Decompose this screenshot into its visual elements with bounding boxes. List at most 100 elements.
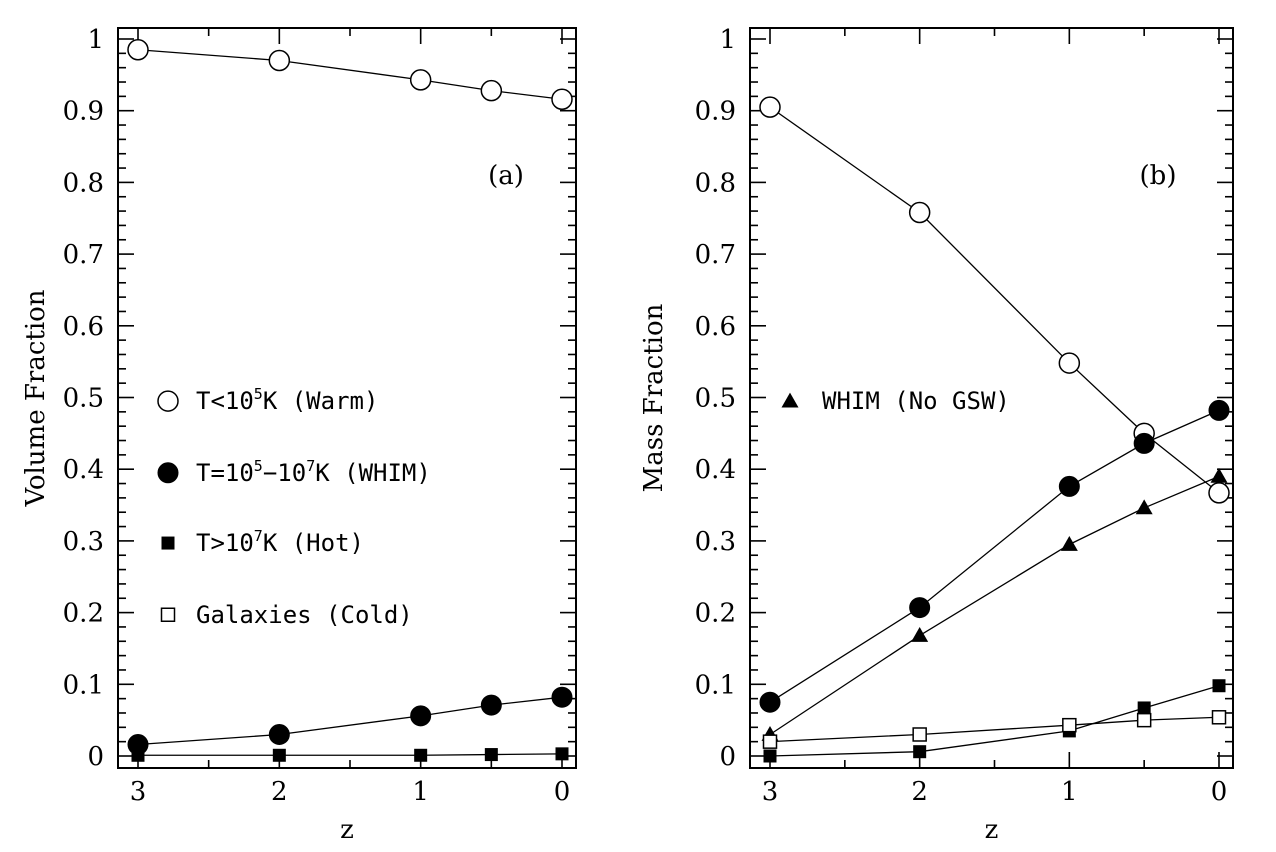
data-point-filled-circle: [1058, 475, 1080, 497]
data-point-open-square: [912, 727, 927, 742]
data-point-filled-square: [272, 748, 286, 762]
x-axis-label: z: [985, 815, 999, 845]
legend-entry: T>107K (Hot): [161, 527, 364, 557]
data-point-filled-circle: [551, 686, 573, 708]
legend-label: T=105−107K (WHIM): [196, 457, 431, 487]
data-point-filled-triangle: [1135, 499, 1153, 515]
y-tick-label: 0.7: [695, 240, 736, 270]
data-point-filled-circle: [410, 705, 432, 727]
data-point-filled-square: [763, 749, 777, 763]
x-tick-label: 3: [130, 777, 147, 807]
data-point-open-circle: [268, 49, 291, 72]
data-point-open-circle: [1208, 482, 1230, 504]
y-tick-label: 0.6: [695, 312, 736, 342]
y-tick-label: 0.1: [63, 670, 104, 700]
legend-marker-filled-triangle: [781, 392, 799, 408]
y-tick-label: 0: [719, 742, 736, 772]
legend-entry: Galaxies (Cold): [160, 601, 413, 629]
legend-marker-open-square: [160, 607, 176, 623]
legend-label-part: WHIM (No GSW): [822, 387, 1010, 415]
y-tick-label: 0.2: [63, 599, 104, 629]
y-tick-label: 0: [87, 742, 104, 772]
legend-label-part: K (Warm): [263, 387, 379, 415]
data-point-filled-circle: [759, 691, 781, 713]
x-tick-label: 1: [412, 777, 429, 807]
series-line: [769, 716, 1220, 743]
data-point-filled-triangle: [1060, 535, 1078, 551]
legend-label-part: Galaxies (Cold): [196, 601, 413, 629]
x-tick-label: 2: [271, 777, 288, 807]
legend-entry: T=105−107K (WHIM): [157, 457, 431, 487]
data-point-open-circle: [1058, 352, 1081, 374]
panel-label: (a): [488, 161, 524, 191]
series-hot: [763, 679, 1226, 763]
y-tick-label: 0.3: [63, 527, 104, 557]
data-point-filled-square: [414, 748, 428, 762]
data-point-open-circle: [409, 69, 432, 91]
series-cold: [762, 710, 1227, 749]
data-point-filled-circle: [480, 694, 502, 716]
y-tick-label: 0.5: [63, 384, 104, 414]
y-axis-label: Volume Fraction: [21, 289, 51, 507]
data-point-filled-square: [1137, 701, 1151, 715]
x-tick-label: 0: [1211, 777, 1228, 807]
y-tick-label: 1: [719, 25, 736, 55]
legend-entry: T<105K (Warm): [157, 385, 378, 415]
series-warm: [759, 96, 1230, 504]
x-axis-label: z: [340, 815, 354, 845]
data-point-open-square: [762, 734, 778, 749]
legend-label-part: T>10: [196, 529, 254, 557]
series-line: [769, 685, 1220, 757]
legend-marker-filled-square: [161, 536, 175, 550]
x-tick-label: 2: [911, 777, 928, 807]
y-tick-label: 0.3: [695, 527, 736, 557]
data-point-filled-square: [1212, 679, 1226, 693]
data-point-filled-square: [131, 748, 145, 762]
legend-label-part: K (Hot): [263, 529, 364, 557]
x-tick-label: 3: [762, 777, 779, 807]
x-tick-label: 1: [1061, 777, 1078, 807]
legend-label: Galaxies (Cold): [196, 601, 413, 629]
legend-marker-filled-circle: [157, 462, 179, 484]
y-tick-label: 0.9: [63, 97, 104, 127]
data-point-filled-circle: [1133, 432, 1155, 454]
panel-b: 0 0.1 0.2 0.3 0.4 0.5 0.6 0.7 0.8 0.9 1 3 2 1 0 z Mass F…: [639, 25, 1234, 845]
data-point-open-circle: [551, 88, 573, 110]
panel-label: (b): [1140, 161, 1177, 191]
data-point-open-square: [1211, 710, 1227, 725]
legend-label-part: 5: [254, 457, 263, 475]
legend-label-part: 7: [306, 457, 315, 475]
legend-label-part: 5: [254, 385, 263, 403]
data-point-open-circle: [759, 96, 781, 118]
y-tick-label: 0.8: [695, 168, 736, 198]
y-tick-label: 0.4: [695, 455, 736, 485]
data-point-open-circle: [127, 39, 149, 61]
y-tick-label: 0.7: [63, 240, 104, 270]
series-hot: [131, 747, 569, 762]
series-whim: [127, 686, 573, 756]
data-point-filled-circle: [909, 597, 931, 619]
y-tick-label: 0.8: [63, 168, 104, 198]
data-point-filled-square: [913, 745, 927, 759]
data-point-filled-square: [484, 748, 498, 762]
data-point-filled-circle: [268, 723, 290, 745]
legend-label-part: T=10: [196, 459, 254, 487]
legend-label-part: 7: [254, 527, 263, 545]
x-tick-label: 0: [554, 777, 571, 807]
data-point-open-square: [1136, 712, 1152, 728]
legend-label: T>107K (Hot): [196, 527, 364, 557]
series-whim: [759, 399, 1230, 713]
data-point-open-square: [1062, 717, 1077, 733]
legend-entry: WHIM (No GSW): [781, 387, 1010, 415]
y-tick-label: 0.5: [695, 384, 736, 414]
data-point-open-circle: [480, 79, 503, 102]
series-line: [138, 753, 563, 756]
y-tick-label: 0.6: [63, 312, 104, 342]
legend-label: T<105K (Warm): [196, 385, 378, 415]
legend-label: WHIM (No GSW): [822, 387, 1010, 415]
legend-marker-open-circle: [157, 390, 179, 412]
data-point-filled-triangle: [1210, 467, 1228, 483]
legend-label-part: K (WHIM): [315, 459, 431, 487]
data-point-filled-square: [555, 747, 569, 761]
